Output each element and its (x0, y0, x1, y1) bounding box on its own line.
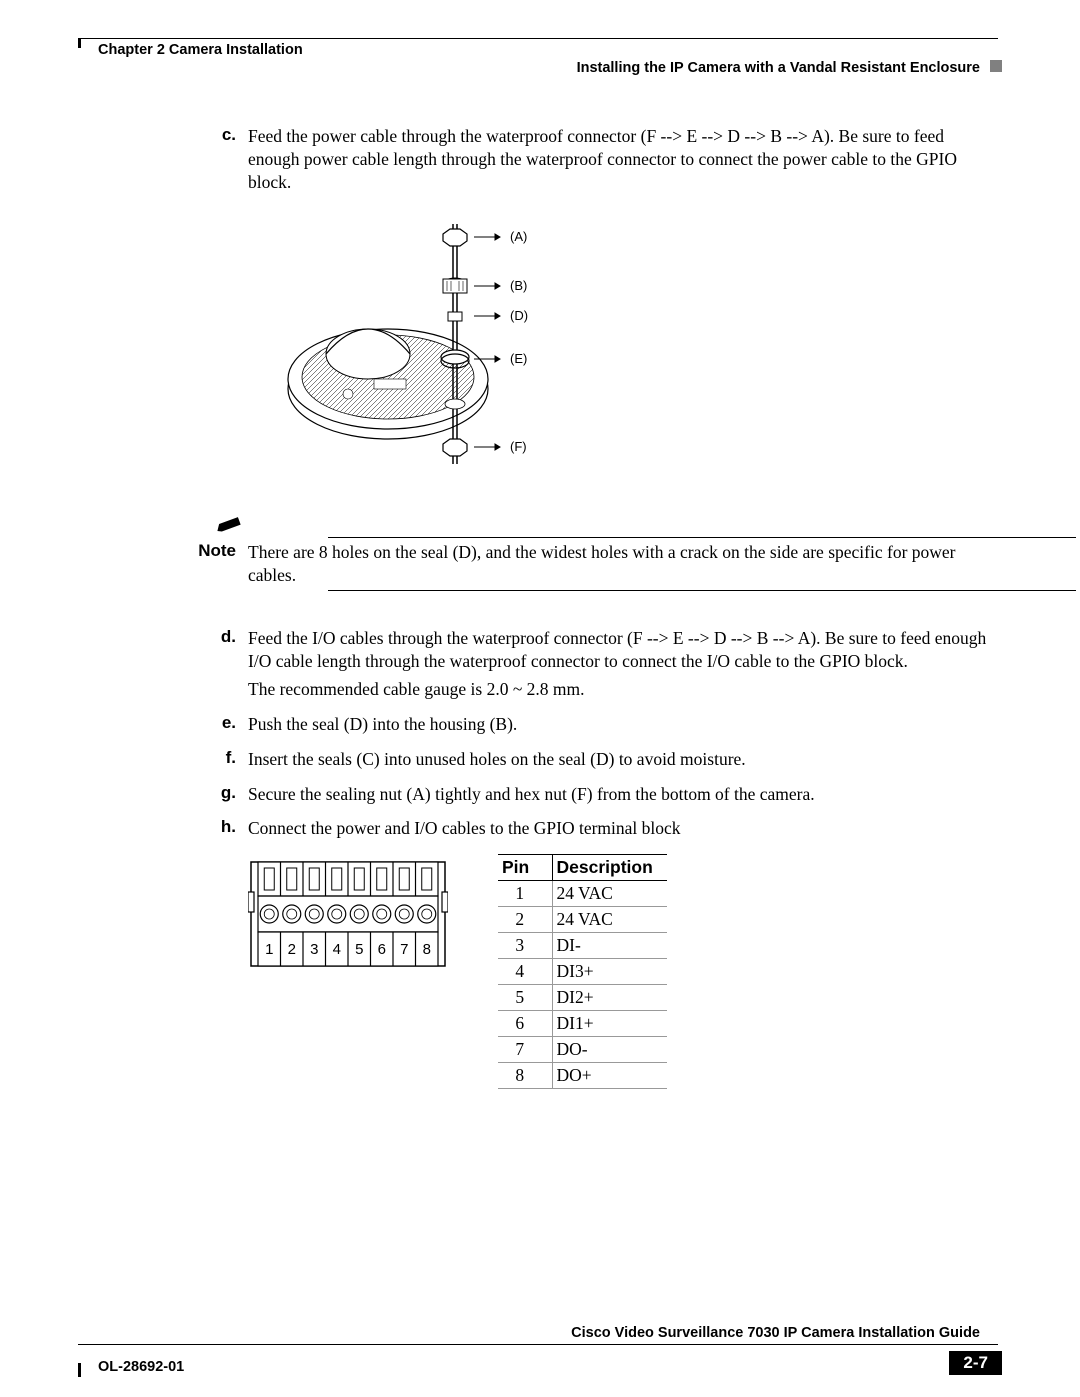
pin-table: Pin Description 124 VAC224 VAC3DI-4DI3+5… (498, 854, 667, 1089)
step-c: c. Feed the power cable through the wate… (78, 125, 998, 199)
step-text: Feed the I/O cables through the waterpro… (248, 627, 992, 673)
note-text: There are 8 holes on the seal (D), and t… (248, 515, 998, 587)
callout-f: (F) (510, 439, 527, 454)
callout-b: (B) (510, 278, 527, 293)
terminal-pin-label: 3 (310, 941, 318, 958)
note-rule-bottom (328, 590, 1076, 591)
header-tick (78, 38, 81, 48)
step-f: f. Insert the seals (C) into unused hole… (78, 748, 998, 777)
description-cell: DI- (552, 933, 667, 959)
table-row: 6DI1+ (498, 1011, 667, 1037)
terminal-pin-label: 8 (423, 941, 431, 958)
header-square-icon (990, 60, 1002, 72)
description-cell: DI3+ (552, 959, 667, 985)
terminal-pin-label: 4 (333, 941, 341, 958)
terminal-pin-label: 7 (400, 941, 408, 958)
footer-page-number: 2-7 (949, 1351, 1002, 1375)
table-row: 224 VAC (498, 907, 667, 933)
dome-camera-illustration: (A) (B) (D) (E) (F) (278, 209, 598, 489)
pin-cell: 7 (498, 1037, 552, 1063)
footer-rule (78, 1344, 998, 1345)
table-row: 7DO- (498, 1037, 667, 1063)
table-row: 4DI3+ (498, 959, 667, 985)
step-text: Feed the power cable through the waterpr… (248, 125, 992, 193)
description-cell: 24 VAC (552, 907, 667, 933)
pin-cell: 4 (498, 959, 552, 985)
table-header-row: Pin Description (498, 855, 667, 881)
step-h: h. Connect the power and I/O cables to t… (78, 817, 998, 846)
connector-diagram: (A) (B) (D) (E) (F) (78, 209, 998, 489)
gpio-terminal-block-illustration: 12345678 (248, 854, 448, 980)
footer-doc-number: OL-28692-01 (98, 1359, 184, 1375)
description-cell: DI2+ (552, 985, 667, 1011)
callout-d: (D) (510, 308, 528, 323)
step-letter: e. (78, 713, 248, 742)
step-text: Connect the power and I/O cables to the … (248, 817, 992, 840)
step-e: e. Push the seal (D) into the housing (B… (78, 713, 998, 742)
step-g: g. Secure the sealing nut (A) tightly an… (78, 783, 998, 812)
pin-cell: 2 (498, 907, 552, 933)
note-rule-top (328, 537, 1076, 538)
description-cell: 24 VAC (552, 881, 667, 907)
description-cell: DO- (552, 1037, 667, 1063)
step-text: Secure the sealing nut (A) tightly and h… (248, 783, 992, 806)
step-d: d. Feed the I/O cables through the water… (78, 627, 998, 707)
step-letter: d. (78, 627, 248, 707)
description-cell: DO+ (552, 1063, 667, 1089)
step-text: Push the seal (D) into the housing (B). (248, 713, 992, 736)
table-row: 3DI- (498, 933, 667, 959)
table-row: 124 VAC (498, 881, 667, 907)
footer-tick (78, 1363, 81, 1377)
terminal-and-table: 12345678 Pin Description 124 VAC224 VAC3… (78, 854, 998, 1089)
pin-header: Pin (498, 855, 552, 881)
chapter-header: Chapter 2 Camera Installation (98, 42, 303, 58)
pin-cell: 1 (498, 881, 552, 907)
pin-cell: 8 (498, 1063, 552, 1089)
footer-guide-title: Cisco Video Surveillance 7030 IP Camera … (571, 1325, 980, 1341)
terminal-pin-label: 1 (265, 941, 273, 958)
step-letter: c. (78, 125, 248, 199)
step-text: Insert the seals (C) into unused holes o… (248, 748, 992, 771)
table-row: 8DO+ (498, 1063, 667, 1089)
description-header: Description (552, 855, 667, 881)
terminal-pin-label: 6 (378, 941, 386, 958)
pin-cell: 6 (498, 1011, 552, 1037)
terminal-pin-label: 2 (288, 941, 296, 958)
callout-e: (E) (510, 351, 527, 366)
pin-cell: 5 (498, 985, 552, 1011)
section-header: Installing the IP Camera with a Vandal R… (577, 60, 980, 76)
step-text: The recommended cable gauge is 2.0 ~ 2.8… (248, 678, 992, 701)
pencil-icon (78, 511, 248, 535)
note-block: Note There are 8 holes on the seal (D), … (78, 515, 998, 587)
table-row: 5DI2+ (498, 985, 667, 1011)
page: Chapter 2 Camera Installation Installing… (0, 0, 1080, 1397)
header-rule (78, 38, 998, 39)
step-letter: f. (78, 748, 248, 777)
pin-cell: 3 (498, 933, 552, 959)
terminal-pin-label: 5 (355, 941, 363, 958)
step-letter: g. (78, 783, 248, 812)
body: c. Feed the power cable through the wate… (78, 125, 998, 1089)
step-letter: h. (78, 817, 248, 846)
description-cell: DI1+ (552, 1011, 667, 1037)
callout-a: (A) (510, 229, 527, 244)
